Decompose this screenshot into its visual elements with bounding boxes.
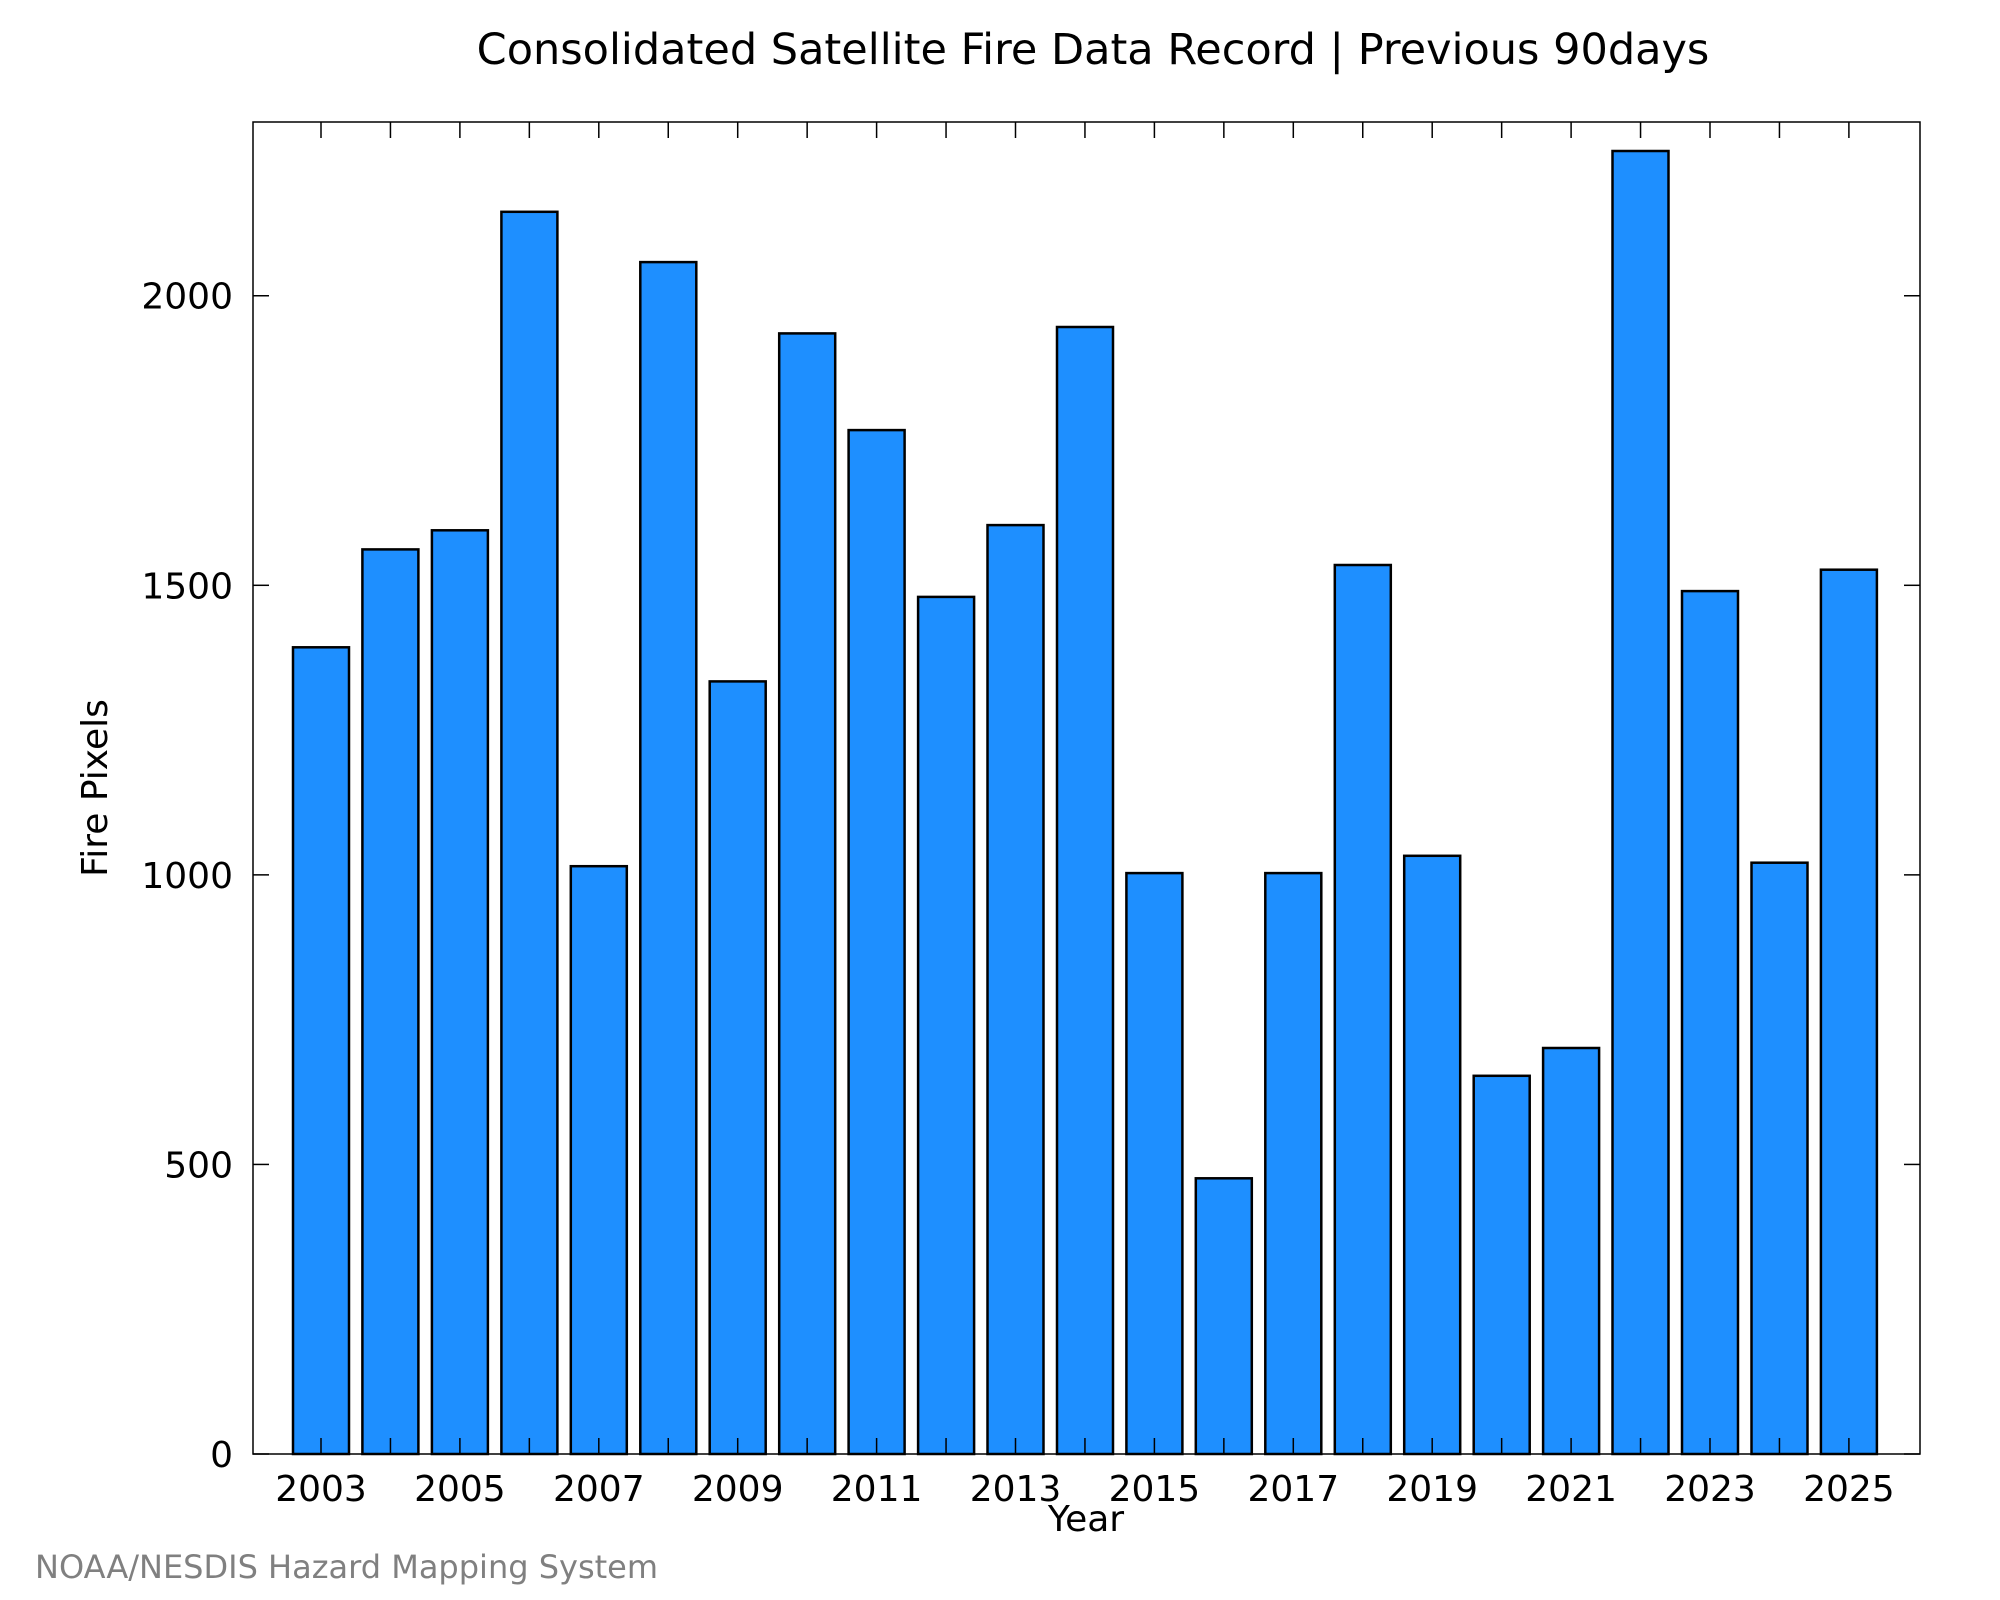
bar-2005: [430, 529, 490, 1456]
bar-2019: [1402, 854, 1462, 1456]
bar-2018: [1333, 563, 1393, 1456]
bar-2023: [1680, 589, 1740, 1456]
x-tick-label-2011: 2011: [831, 1469, 923, 1510]
bar-2009: [708, 680, 767, 1456]
bar-2015: [1125, 871, 1184, 1456]
bar-2013: [986, 523, 1045, 1456]
x-tick-label-2019: 2019: [1386, 1469, 1478, 1510]
credit-text: NOAA/NESDIS Hazard Mapping System: [35, 1548, 658, 1586]
bar-2011: [847, 428, 906, 1456]
bar-2008: [639, 260, 698, 1456]
bar-2007: [569, 864, 629, 1456]
y-axis-ticks: 0 500 1000 1500 2000: [141, 277, 1920, 1476]
y-axis-label: Fire Pixels: [75, 699, 116, 877]
bar-2017: [1264, 871, 1323, 1456]
bar-2003: [291, 646, 351, 1456]
bar-2012: [916, 595, 976, 1456]
x-tick-label-2017: 2017: [1247, 1469, 1339, 1510]
bar-2022: [1611, 149, 1670, 1456]
x-tick-label-2009: 2009: [692, 1469, 784, 1510]
y-tick-label-1000: 1000: [141, 856, 233, 897]
y-tick-label-500: 500: [164, 1145, 233, 1186]
bar-2004: [361, 548, 420, 1456]
x-axis-ticks: 2003 2005 2007 2009 2011 2013 2015 2017 2019 2021…: [275, 122, 1895, 1510]
x-tick-label-2007: 2007: [553, 1469, 645, 1510]
bar-2010: [777, 332, 837, 1456]
y-tick-label-2000: 2000: [141, 277, 233, 318]
x-tick-label-2025: 2025: [1803, 1469, 1895, 1510]
bar-2024: [1750, 861, 1809, 1456]
chart-title: Consolidated Satellite Fire Data Record …: [477, 25, 1710, 75]
bar-2016: [1194, 1177, 1254, 1456]
y-tick-label-1500: 1500: [141, 566, 233, 607]
y-tick-label-0: 0: [210, 1435, 233, 1476]
x-tick-label-2003: 2003: [275, 1469, 367, 1510]
x-tick-label-2005: 2005: [414, 1469, 506, 1510]
bar-2025: [1819, 568, 1879, 1456]
x-axis-label: Year: [1047, 1499, 1124, 1540]
bar-2014: [1055, 325, 1115, 1456]
bars-layer: [291, 149, 1879, 1456]
x-tick-label-2015: 2015: [1109, 1469, 1201, 1510]
x-tick-label-2013: 2013: [970, 1469, 1062, 1510]
bar-2021: [1541, 1046, 1601, 1456]
x-tick-label-2023: 2023: [1664, 1469, 1756, 1510]
x-tick-label-2021: 2021: [1525, 1469, 1617, 1510]
bar-2020: [1472, 1074, 1531, 1456]
bar-2006: [500, 210, 559, 1456]
